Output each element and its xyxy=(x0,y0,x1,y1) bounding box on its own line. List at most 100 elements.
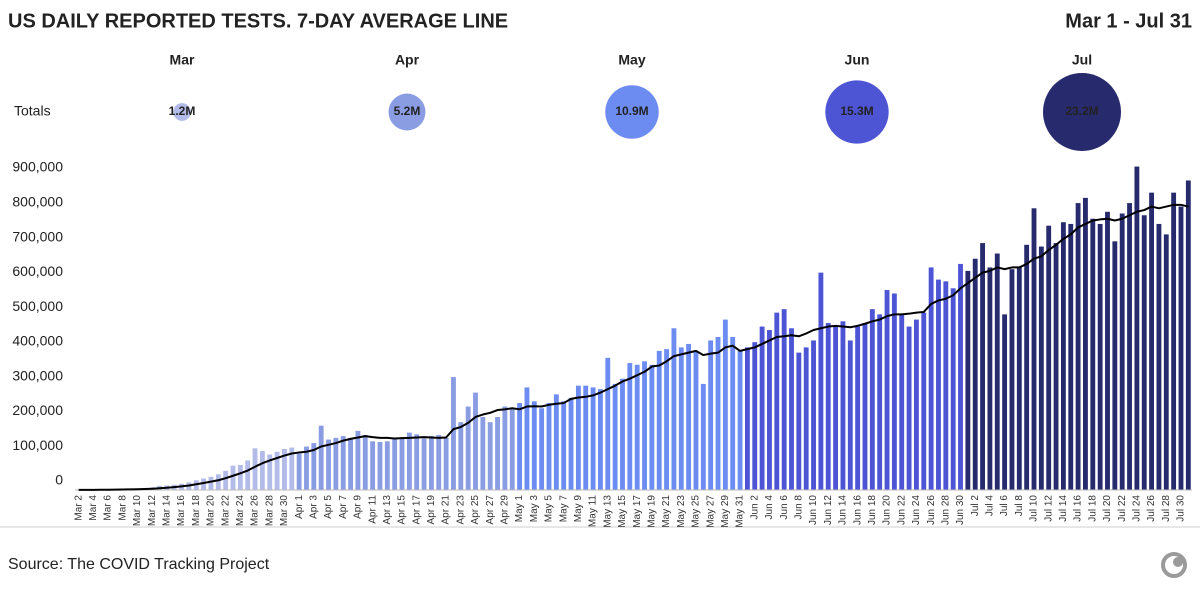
x-tick-label: Mar 22 xyxy=(220,495,231,527)
x-tick-label: Apr 19 xyxy=(426,495,437,525)
logo xyxy=(1161,552,1187,578)
bar xyxy=(847,340,853,490)
month-label: Mar xyxy=(170,52,195,68)
bar xyxy=(605,357,611,490)
source: Source: The COVID Tracking Project xyxy=(8,556,270,573)
bar xyxy=(1149,192,1155,490)
bar xyxy=(274,451,280,490)
x-tick-label: Jun 10 xyxy=(808,495,819,525)
bar xyxy=(289,447,295,490)
bar xyxy=(656,350,662,490)
date-range: Mar 1 - Jul 31 xyxy=(1065,10,1192,32)
x-tick-label: Jun 8 xyxy=(793,495,804,520)
bar xyxy=(994,253,1000,490)
bar xyxy=(495,416,500,490)
x-tick-label: Apr 3 xyxy=(308,495,319,519)
bar xyxy=(833,326,839,490)
x-tick-label: May 27 xyxy=(705,495,716,528)
bar xyxy=(414,434,420,490)
bar xyxy=(384,441,390,490)
x-tick-label: May 17 xyxy=(632,495,643,528)
bar xyxy=(458,422,464,490)
bar xyxy=(980,243,985,490)
x-tick-label: Mar 2 xyxy=(73,495,84,521)
bar xyxy=(524,387,530,490)
bar xyxy=(583,385,589,490)
bar xyxy=(406,432,412,490)
y-tick-label: 800,000 xyxy=(12,193,63,209)
totals-label: Totals xyxy=(14,103,51,119)
bar xyxy=(825,323,831,490)
y-tick-label: 400,000 xyxy=(12,333,63,349)
total-bubble xyxy=(1043,73,1121,151)
bar xyxy=(767,330,772,490)
bar xyxy=(531,401,537,490)
bar xyxy=(590,387,596,490)
bar xyxy=(348,437,354,490)
total-bubble xyxy=(605,85,659,139)
x-tick-label: Jul 6 xyxy=(999,495,1010,517)
bar xyxy=(598,389,603,490)
bar xyxy=(421,438,427,490)
bar xyxy=(627,363,633,490)
bar xyxy=(700,383,706,490)
bar xyxy=(546,403,552,490)
bar xyxy=(326,439,331,490)
x-tick-label: Jun 4 xyxy=(764,495,775,520)
month-label: Jun xyxy=(845,52,870,68)
bar xyxy=(649,364,655,490)
x-tick-label: May 21 xyxy=(661,495,672,528)
bar xyxy=(884,290,890,490)
x-tick-label: Mar 20 xyxy=(206,495,217,527)
x-tick-label: Jul 24 xyxy=(1132,495,1143,522)
y-tick-label: 700,000 xyxy=(12,228,63,244)
bar xyxy=(267,454,273,490)
total-bubble xyxy=(388,93,426,131)
bar xyxy=(282,448,287,490)
x-tick-label: Jun 28 xyxy=(940,495,951,525)
x-tick-label: Jul 26 xyxy=(1146,495,1157,522)
x-tick-label: Apr 13 xyxy=(382,495,393,525)
x-tick-label: Jul 10 xyxy=(1029,495,1040,522)
bar xyxy=(480,416,486,490)
bar xyxy=(230,465,236,490)
x-tick-label: Apr 29 xyxy=(500,495,511,525)
x-tick-label: May 1 xyxy=(514,495,525,523)
bar xyxy=(473,392,478,490)
x-tick-label: Apr 15 xyxy=(397,495,408,525)
x-tick-label: Jun 14 xyxy=(838,495,849,525)
bar xyxy=(1090,218,1096,490)
x-tick-label: Apr 9 xyxy=(353,495,364,519)
x-tick-label: Apr 5 xyxy=(323,495,334,519)
bar xyxy=(950,288,956,490)
x-tick-label: Apr 7 xyxy=(338,495,349,519)
total-label: 1.2M xyxy=(169,104,196,118)
x-tick-label: Mar 12 xyxy=(147,495,158,527)
bar xyxy=(730,336,736,490)
bar xyxy=(237,464,243,490)
bar xyxy=(296,453,302,490)
bar xyxy=(899,314,905,490)
total-bubble xyxy=(825,80,889,144)
bar xyxy=(487,422,493,490)
bar xyxy=(465,406,471,490)
bar xyxy=(553,394,559,490)
bar xyxy=(708,340,714,490)
bar xyxy=(443,437,449,490)
bar xyxy=(972,258,978,490)
bar xyxy=(1119,213,1125,490)
bar xyxy=(891,293,897,490)
x-tick-label: Mar 4 xyxy=(88,495,99,521)
x-tick-label: Mar 24 xyxy=(235,495,246,527)
bar xyxy=(1068,223,1074,490)
bar xyxy=(539,408,545,490)
bar xyxy=(362,435,368,490)
bar xyxy=(575,385,581,490)
bar xyxy=(818,272,824,490)
bar xyxy=(259,451,265,490)
x-tick-label: Jun 30 xyxy=(955,495,966,525)
bar xyxy=(252,448,258,490)
